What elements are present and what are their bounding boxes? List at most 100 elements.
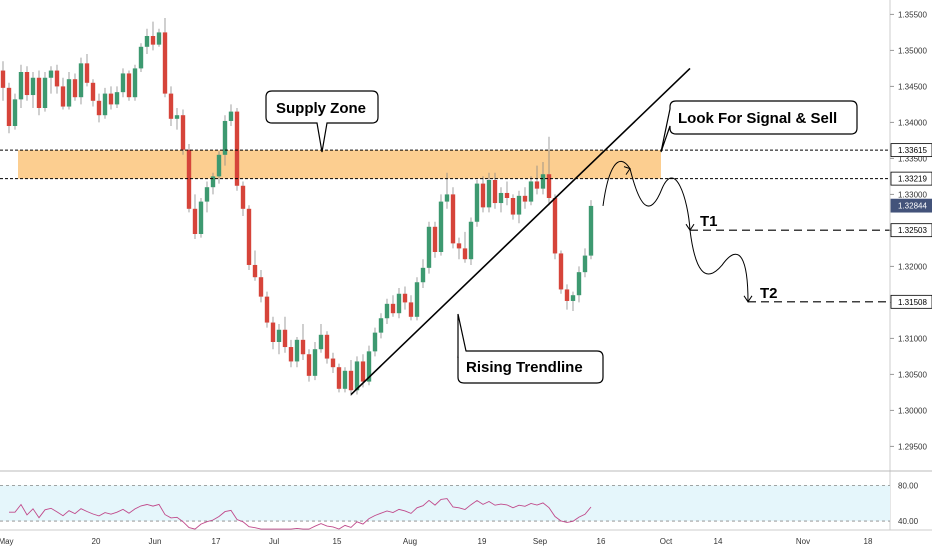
- price-pane: Supply Zone Look For Signal & Sell Risin…: [0, 18, 890, 396]
- candle-body: [294, 339, 300, 362]
- candle-body: [108, 93, 114, 105]
- price-label-box: [890, 198, 932, 213]
- candle-body: [264, 296, 270, 323]
- candle-body: [48, 70, 54, 78]
- time-tick-label: Sep: [533, 537, 548, 546]
- candle-body: [414, 282, 420, 317]
- price-tick-label: 1.33000: [898, 190, 927, 199]
- candle-body: [492, 180, 498, 204]
- candle-body: [180, 115, 186, 150]
- candle-body: [162, 32, 168, 94]
- time-tick-label: 17: [212, 537, 221, 546]
- time-tick-label: 14: [714, 537, 723, 546]
- price-label-value: 1.33219: [898, 175, 927, 184]
- candle-body: [384, 303, 390, 319]
- candle-body: [30, 77, 36, 96]
- candle-body: [168, 93, 174, 119]
- candle-body: [444, 194, 450, 202]
- price-tick-label: 1.30500: [898, 370, 927, 379]
- oscillator-tick-upper: 80.00: [898, 481, 919, 490]
- price-tick-label: 1.30000: [898, 406, 927, 415]
- candle-body: [288, 347, 294, 362]
- candle-body: [432, 226, 438, 252]
- candle-body: [186, 149, 192, 209]
- target-t2-label: T2: [760, 285, 778, 302]
- candle-body: [372, 332, 378, 352]
- candle-body: [60, 86, 66, 107]
- candle-body: [366, 351, 372, 382]
- arrow-head-t2: [743, 295, 753, 303]
- price-labels: 1.33615 1.33219 1.32844 1.32503 1.31508: [890, 143, 932, 309]
- time-tick-label: 15: [333, 537, 342, 546]
- price-label-value: 1.32503: [898, 226, 927, 235]
- time-tick-label: May: [0, 537, 14, 546]
- candle-body: [282, 329, 288, 348]
- time-tick-label: Jul: [269, 537, 279, 546]
- candle-body: [72, 79, 78, 98]
- candle-body: [240, 185, 246, 209]
- price-label-value: 1.31508: [898, 298, 927, 307]
- arrow-head-t1: [685, 223, 695, 232]
- candle-body: [324, 334, 330, 359]
- candle-body: [0, 70, 6, 88]
- candle-body: [120, 73, 126, 93]
- candle-body: [66, 79, 72, 107]
- candle-body: [558, 253, 564, 290]
- target-t1-label: T1: [700, 213, 718, 230]
- candle-body: [318, 334, 324, 350]
- callout-supply-zone: Supply Zone: [265, 90, 379, 153]
- candle-body: [528, 181, 534, 202]
- time-tick-label: 16: [597, 537, 606, 546]
- candle-body: [390, 303, 396, 314]
- candle-body: [576, 272, 582, 296]
- callout-supply-zone-box: [265, 90, 379, 153]
- candle-body: [174, 115, 180, 119]
- candle-body: [222, 120, 228, 155]
- time-tick-label: Jun: [149, 537, 162, 546]
- candle-body: [6, 87, 12, 126]
- callout-supply-zone-label: Supply Zone: [276, 100, 366, 117]
- candle-body: [522, 195, 528, 202]
- candle-body: [336, 367, 342, 389]
- candle-body: [228, 111, 234, 121]
- candle-body: [504, 192, 510, 198]
- candle-body: [498, 192, 504, 204]
- candle-body: [516, 195, 522, 215]
- time-tick-label: Aug: [403, 537, 417, 546]
- candle-body: [570, 295, 576, 301]
- candle-body: [396, 293, 402, 314]
- candle-body: [354, 361, 360, 391]
- price-tick-label: 1.34500: [898, 82, 927, 91]
- price-label-box: [890, 171, 932, 186]
- candle-body: [192, 208, 198, 234]
- callout-trendline-label: Rising Trendline: [466, 359, 583, 376]
- callout-signal: Look For Signal & Sell: [660, 100, 858, 153]
- oscillator-band: [0, 485, 890, 522]
- oscillator-line: [9, 498, 592, 530]
- candle-body: [342, 370, 348, 389]
- callout-signal-label: Look For Signal & Sell: [678, 110, 837, 127]
- candle-body: [198, 201, 204, 234]
- candle-body: [480, 183, 486, 208]
- price-tick-label: 1.32000: [898, 262, 927, 271]
- time-axis: May 20 Jun 17 Jul 15 Aug 19 Sep 16 Oct 14 Nov 18: [0, 529, 932, 546]
- candle-body: [534, 181, 540, 189]
- candle-body: [258, 277, 264, 297]
- candle-body: [552, 198, 558, 254]
- candle-body: [204, 187, 210, 202]
- candle-body: [216, 154, 222, 177]
- candle-body: [330, 358, 336, 368]
- candle-body: [510, 198, 516, 215]
- candle-body: [252, 264, 258, 278]
- candle-body: [102, 93, 108, 116]
- candle-body: [138, 46, 144, 69]
- candle-body: [360, 361, 366, 382]
- price-axis: 1.35500 1.35000 1.34500 1.34000 1.33500 1.330…: [889, 0, 927, 530]
- candle-body: [24, 72, 30, 96]
- candle-body: [426, 226, 432, 268]
- candle-body: [54, 70, 60, 87]
- candle-body: [402, 293, 408, 303]
- price-label-box: [890, 143, 932, 158]
- callout-trendline-pointer: [457, 313, 467, 358]
